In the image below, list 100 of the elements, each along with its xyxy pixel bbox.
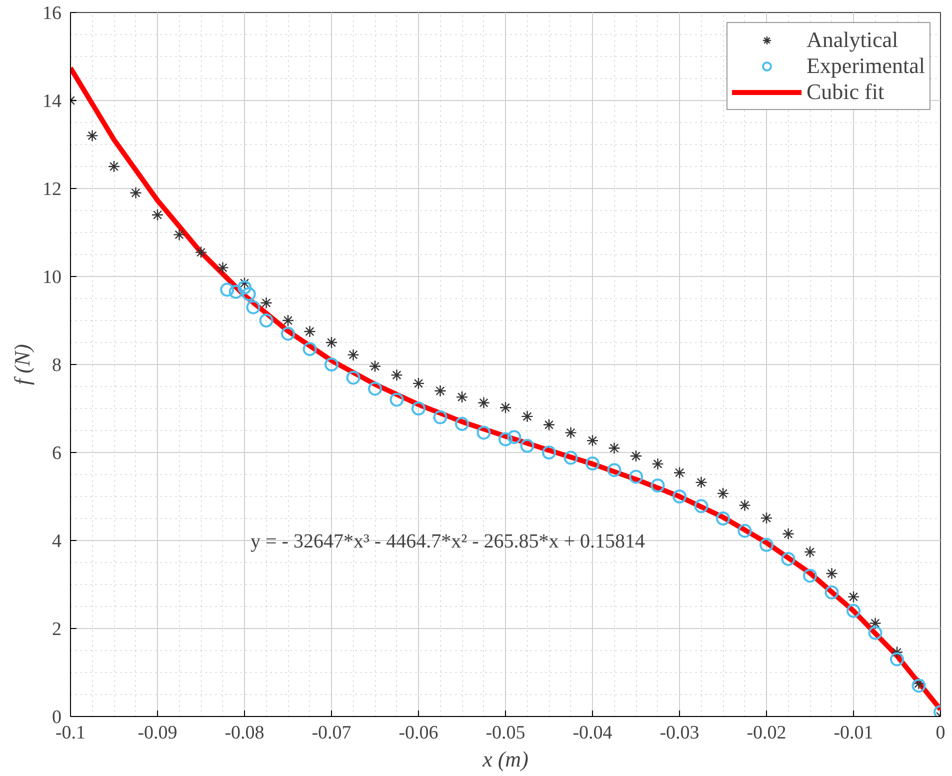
point [455, 416, 469, 431]
point [760, 538, 774, 552]
point [499, 402, 512, 414]
point [890, 652, 904, 666]
point [586, 456, 600, 470]
point [826, 567, 838, 580]
point [847, 590, 860, 603]
point [368, 360, 382, 372]
y-tick-label: 10 [42, 267, 62, 288]
point [803, 568, 817, 583]
point [564, 426, 577, 439]
point [782, 528, 794, 540]
x-tick-label: -0.03 [660, 722, 700, 744]
x-tick-label: -0.08 [224, 722, 264, 744]
point [890, 646, 904, 658]
y-tick-label: 16 [42, 3, 62, 24]
point [846, 604, 860, 618]
point [520, 438, 534, 453]
point [694, 499, 708, 514]
point [912, 677, 925, 690]
point [216, 262, 229, 274]
x-tick-label: -0.01 [834, 722, 874, 744]
point [673, 466, 686, 479]
point [586, 434, 599, 447]
point [390, 368, 403, 382]
point [608, 442, 620, 454]
point [456, 390, 468, 404]
point [629, 470, 643, 484]
point [325, 336, 338, 349]
point [412, 377, 425, 390]
point [238, 277, 251, 290]
point [246, 300, 260, 314]
point [238, 280, 252, 294]
y-tick-label: 6 [52, 443, 62, 464]
y-tick-label: 8 [52, 355, 62, 376]
point [804, 546, 816, 558]
y-axis-title: f (N) [10, 344, 34, 385]
point [652, 458, 664, 470]
x-tick-label: -0.04 [572, 722, 613, 744]
legend-label: Analytical [806, 27, 898, 53]
point [695, 476, 708, 489]
point [672, 490, 686, 504]
point [912, 678, 926, 693]
legend-label: Cubic fit [806, 79, 884, 105]
point [173, 228, 186, 241]
point [542, 446, 556, 460]
point [607, 463, 622, 478]
annotation: y = - 32647*x³ - 4464.7*x² - 265.85*x + 0.15814 [250, 530, 646, 552]
point [824, 585, 839, 600]
point [304, 325, 316, 338]
point [390, 392, 404, 407]
point [564, 450, 578, 465]
x-tick-label: -0.06 [398, 722, 438, 744]
point [507, 430, 522, 444]
x-tick-label: -0.07 [312, 722, 352, 744]
y-tick-label: 12 [42, 179, 62, 200]
point [324, 358, 338, 372]
point [630, 450, 642, 462]
point [760, 512, 773, 524]
point [260, 296, 272, 309]
point [130, 186, 142, 199]
point [282, 314, 294, 327]
point [151, 208, 164, 221]
point [478, 396, 490, 409]
point [498, 432, 512, 446]
point [412, 402, 426, 416]
point [302, 342, 317, 356]
point [868, 626, 882, 640]
point [869, 617, 882, 630]
x-tick-label: -0.09 [138, 722, 178, 744]
x-tick-label: -0.02 [746, 722, 786, 744]
point [281, 326, 295, 341]
point [194, 246, 208, 258]
point [347, 348, 360, 361]
x-axis-title: x (m) [482, 746, 528, 772]
point [228, 284, 243, 299]
point [346, 370, 360, 385]
y-tick-label: 2 [52, 619, 62, 640]
y-tick-label: 4 [52, 531, 62, 552]
point [781, 552, 796, 566]
point [242, 287, 256, 302]
y-tick-label: 14 [42, 91, 62, 112]
x-tick-label: 0 [936, 722, 946, 744]
x-tick-label: -0.05 [486, 722, 526, 744]
point [716, 487, 730, 500]
point [476, 426, 491, 440]
point [220, 282, 234, 297]
point [108, 160, 120, 173]
point [650, 478, 665, 492]
point [368, 382, 382, 396]
point [738, 499, 751, 512]
point [542, 418, 556, 431]
point [86, 130, 98, 142]
legend-label: Experimental [806, 53, 925, 79]
point [716, 512, 730, 526]
point [433, 410, 448, 424]
point [259, 314, 274, 328]
point [434, 384, 446, 397]
point [738, 524, 752, 538]
point [521, 410, 534, 423]
